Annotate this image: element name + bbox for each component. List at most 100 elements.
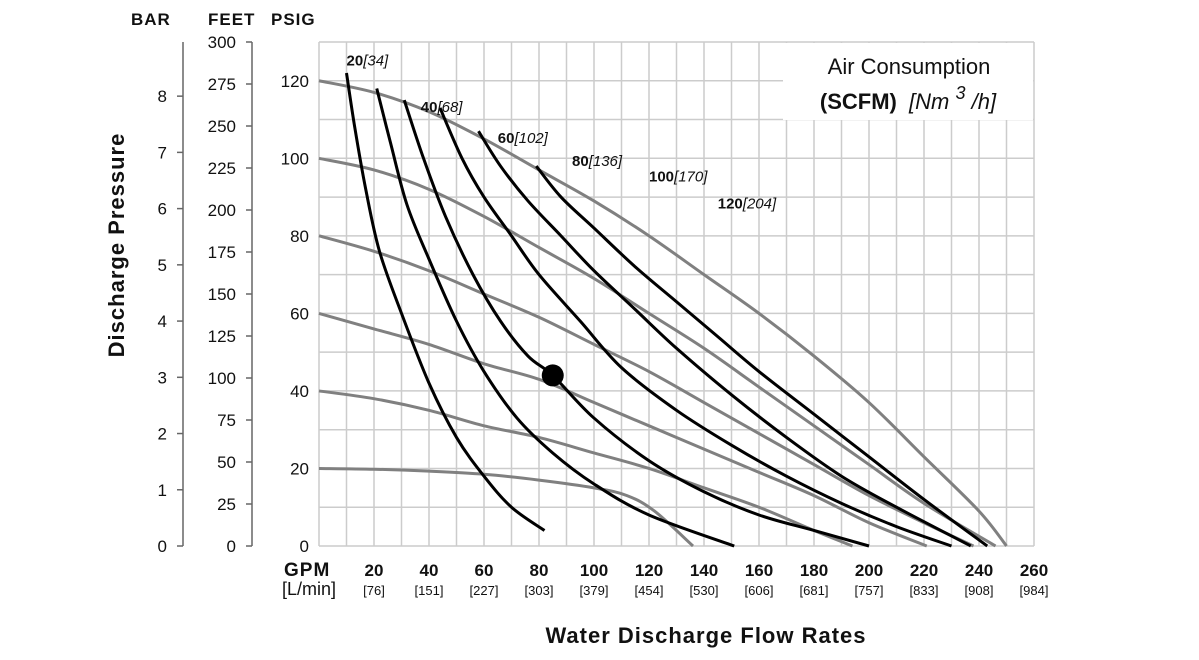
- x-tick-label-gpm: 220: [910, 561, 938, 580]
- legend-units-nm: [Nm: [908, 89, 949, 114]
- bar-axis-title: BAR: [131, 10, 171, 29]
- air-consumption-curve-80: [438, 107, 952, 548]
- x-tick-label-lmin: [833]: [910, 583, 939, 598]
- air-curve-label-nm3h: [34]: [362, 52, 389, 69]
- x-tick-label-lmin: [303]: [525, 583, 554, 598]
- air-curve-label-scfm: 80: [572, 153, 589, 170]
- air-consumption-curve-60: [402, 99, 870, 548]
- x-tick-label-lmin: [984]: [1020, 583, 1049, 598]
- feet-tick-label: 100: [208, 369, 236, 388]
- feet-tick-label: 275: [208, 75, 236, 94]
- x-tick-label-lmin: [454]: [635, 583, 664, 598]
- bar-tick-label: 3: [158, 368, 167, 387]
- feet-tick-label: 75: [217, 411, 236, 430]
- x-tick-label-gpm: 240: [965, 561, 993, 580]
- pressure-curve-120-psig: [318, 79, 1008, 547]
- pressure-curve-100-psig: [318, 156, 997, 548]
- x-tick-label-lmin: [681]: [800, 583, 829, 598]
- psig-axis-title: PSIG: [271, 10, 316, 29]
- psig-tick-label: 40: [290, 382, 309, 401]
- legend-units-scfm: (SCFM): [820, 89, 897, 114]
- x-tick-label-gpm: 120: [635, 561, 663, 580]
- pressure-curve-60-psig: [318, 311, 928, 548]
- air-consumption-curve-40: [375, 88, 735, 548]
- feet-tick-label: 125: [208, 327, 236, 346]
- x-tick-label-gpm: 60: [475, 561, 494, 580]
- x-tick-label-lmin: [757]: [855, 583, 884, 598]
- x-tick-label-lmin: [379]: [580, 583, 609, 598]
- x-tick-label-gpm: 20: [365, 561, 384, 580]
- air-curve-label-nm3h: [170]: [673, 169, 708, 186]
- air-consumption-curve-100: [477, 130, 972, 548]
- bar-tick-label: 7: [158, 143, 167, 162]
- x-tick-label-lmin: [908]: [965, 583, 994, 598]
- air-curve-label-80: 80[136]: [572, 153, 623, 170]
- x-tick-label-gpm: 140: [690, 561, 718, 580]
- x-tick-label-gpm: 80: [530, 561, 549, 580]
- bar-tick-label: 8: [158, 87, 167, 106]
- y-axis-title: Discharge Pressure: [104, 133, 129, 358]
- air-curve-label-120: 120[204]: [718, 196, 777, 213]
- air-curves: [345, 72, 989, 548]
- air-curve-label-nm3h: [102]: [513, 130, 548, 147]
- air-curve-labels: 20[34] 40[68] 60[102] 80[136] 100[170] 120[20…: [347, 52, 777, 212]
- air-curve-label-scfm: 120: [718, 196, 743, 213]
- x-unit-lmin: [L/min]: [282, 579, 336, 599]
- feet-axis-title: FEET: [208, 10, 255, 29]
- marker: [541, 364, 564, 387]
- x-tick-label-gpm: 180: [800, 561, 828, 580]
- bar-tick-label: 6: [158, 200, 167, 219]
- feet-tick-label: 225: [208, 159, 236, 178]
- air-curve-label-nm3h: [136]: [588, 153, 623, 170]
- legend-units: (SCFM) [Nm 3 /h]: [820, 79, 997, 114]
- psig-tick-label: 120: [281, 72, 309, 91]
- x-tick-label-gpm: 100: [580, 561, 608, 580]
- psig-tick-label: 20: [290, 459, 309, 478]
- air-curve-label-60: 60[102]: [498, 130, 549, 147]
- air-consumption-curve-20: [345, 72, 546, 532]
- x-tick-label-gpm: 200: [855, 561, 883, 580]
- bar-tick-label: 4: [158, 312, 167, 331]
- pressure-curve-20-psig: [318, 466, 695, 548]
- feet-tick-label: 175: [208, 243, 236, 262]
- legend-background: [783, 43, 1033, 120]
- legend-box: Air Consumption (SCFM) [Nm 3 /h]: [783, 43, 1033, 120]
- feet-tick-label: 50: [217, 453, 236, 472]
- bar-tick-label: 0: [158, 537, 167, 556]
- x-tick-label-lmin: [76]: [363, 583, 385, 598]
- feet-tick-label: 25: [217, 495, 236, 514]
- x-tick-label-lmin: [227]: [470, 583, 499, 598]
- psig-tick-label: 0: [300, 537, 309, 556]
- air-curve-label-20: 20[34]: [347, 52, 390, 69]
- air-curve-label-40: 40[68]: [421, 99, 464, 116]
- feet-tick-label: 300: [208, 33, 236, 52]
- air-curve-label-scfm: 20: [347, 52, 364, 69]
- x-tick-label-gpm: 160: [745, 561, 773, 580]
- bar-tick-label: 5: [158, 256, 167, 275]
- air-curve-label-nm3h: [68]: [436, 99, 463, 116]
- psig-tick-label: 100: [281, 149, 309, 168]
- feet-tick-label: 200: [208, 201, 236, 220]
- x-tick-label-lmin: [606]: [745, 583, 774, 598]
- feet-tick-label: 150: [208, 285, 236, 304]
- legend-units-per-hour: /h]: [970, 89, 997, 114]
- air-curve-label-100: 100[170]: [649, 169, 708, 186]
- feet-tick-label: 0: [227, 537, 236, 556]
- air-curve-label-scfm: 100: [649, 169, 674, 186]
- pressure-curves: [318, 79, 1008, 548]
- air-consumption-curve-120: [535, 165, 989, 548]
- x-tick-label-gpm: 40: [420, 561, 439, 580]
- feet-tick-label: 250: [208, 117, 236, 136]
- bar-tick-label: 2: [158, 425, 167, 444]
- psig-tick-label: 60: [290, 304, 309, 323]
- legend-units-sup: 3: [955, 83, 965, 103]
- x-tick-label-lmin: [151]: [415, 583, 444, 598]
- x-tick-label-gpm: 260: [1020, 561, 1048, 580]
- operating-point-marker: [541, 364, 564, 387]
- air-curve-label-scfm: 40: [421, 99, 438, 116]
- psig-tick-label: 80: [290, 227, 309, 246]
- air-curve-label-scfm: 60: [498, 130, 515, 147]
- axes: 0204060801001200255075100125150175200225…: [158, 33, 1049, 598]
- x-axis-title: Water Discharge Flow Rates: [545, 623, 866, 648]
